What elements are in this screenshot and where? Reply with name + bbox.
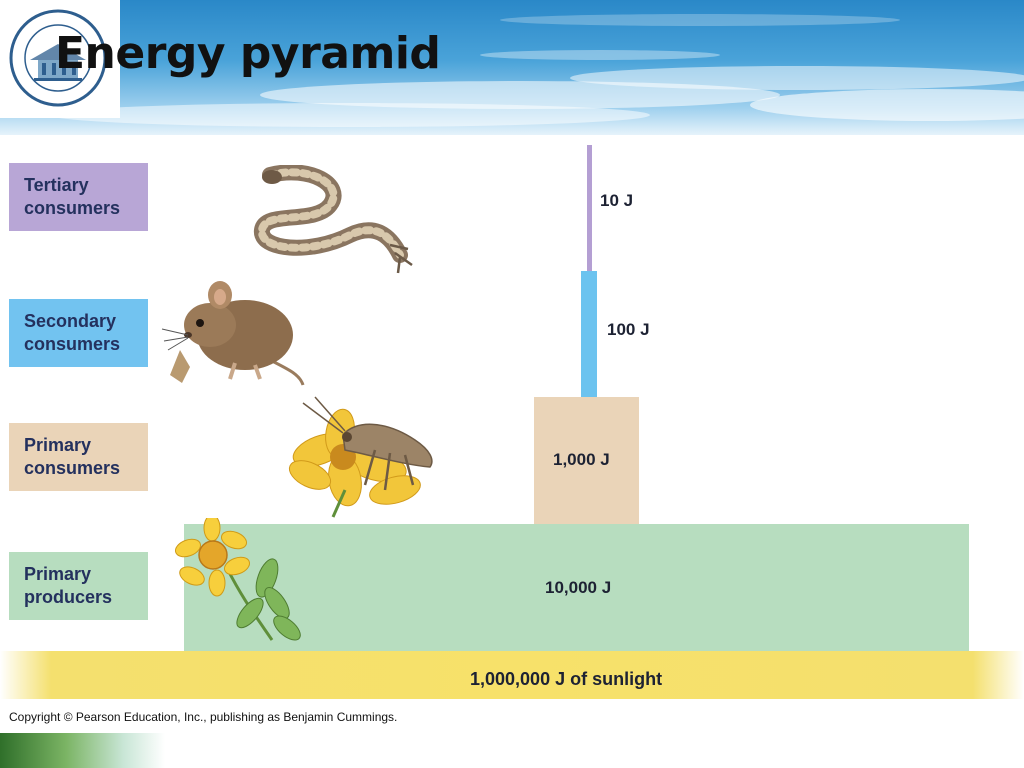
tertiary-consumers-bar — [587, 145, 592, 271]
level-label-line2: consumers — [24, 198, 121, 218]
level-label-line2: producers — [24, 587, 113, 607]
level-label-secondary-consumers: Secondary consumers — [9, 299, 148, 367]
page-title: Energy pyramid — [55, 28, 441, 79]
level-label-tertiary-consumers: Tertiary consumers — [9, 163, 148, 231]
energy-value-secondary: 100 J — [607, 320, 650, 339]
level-label-line1: Primary — [24, 564, 92, 584]
primary-consumers-bar — [534, 397, 639, 524]
logo-area — [0, 0, 120, 118]
secondary-consumers-bar — [581, 271, 597, 397]
university-seal-icon — [9, 9, 107, 107]
energy-value-tertiary: 10 J — [600, 191, 634, 210]
primary-producers-bar — [184, 524, 969, 651]
level-label-line1: Secondary — [24, 311, 117, 331]
header-sky-banner — [0, 0, 1024, 135]
level-label-line1: Tertiary — [24, 175, 89, 195]
snake-icon — [254, 165, 413, 274]
grasshopper-on-flower-icon — [288, 396, 433, 518]
level-label-line1: Primary — [24, 435, 92, 455]
energy-value-primary-consumers: 1,000 J — [553, 450, 610, 469]
energy-value-sunlight: 1,000,000 J of sunlight — [470, 669, 663, 689]
level-label-primary-producers: Primary producers — [9, 552, 148, 620]
sunlight-bar — [0, 651, 1024, 699]
flower-plant-icon — [174, 518, 301, 641]
level-label-line2: consumers — [24, 458, 121, 478]
energy-value-producers: 10,000 J — [545, 578, 612, 597]
decorative-corner-image — [0, 733, 165, 768]
mouse-icon — [161, 281, 305, 386]
level-label-line2: consumers — [24, 334, 121, 354]
copyright-notice: Copyright © Pearson Education, Inc., pub… — [9, 710, 398, 724]
level-label-primary-consumers: Primary consumers — [9, 423, 148, 491]
